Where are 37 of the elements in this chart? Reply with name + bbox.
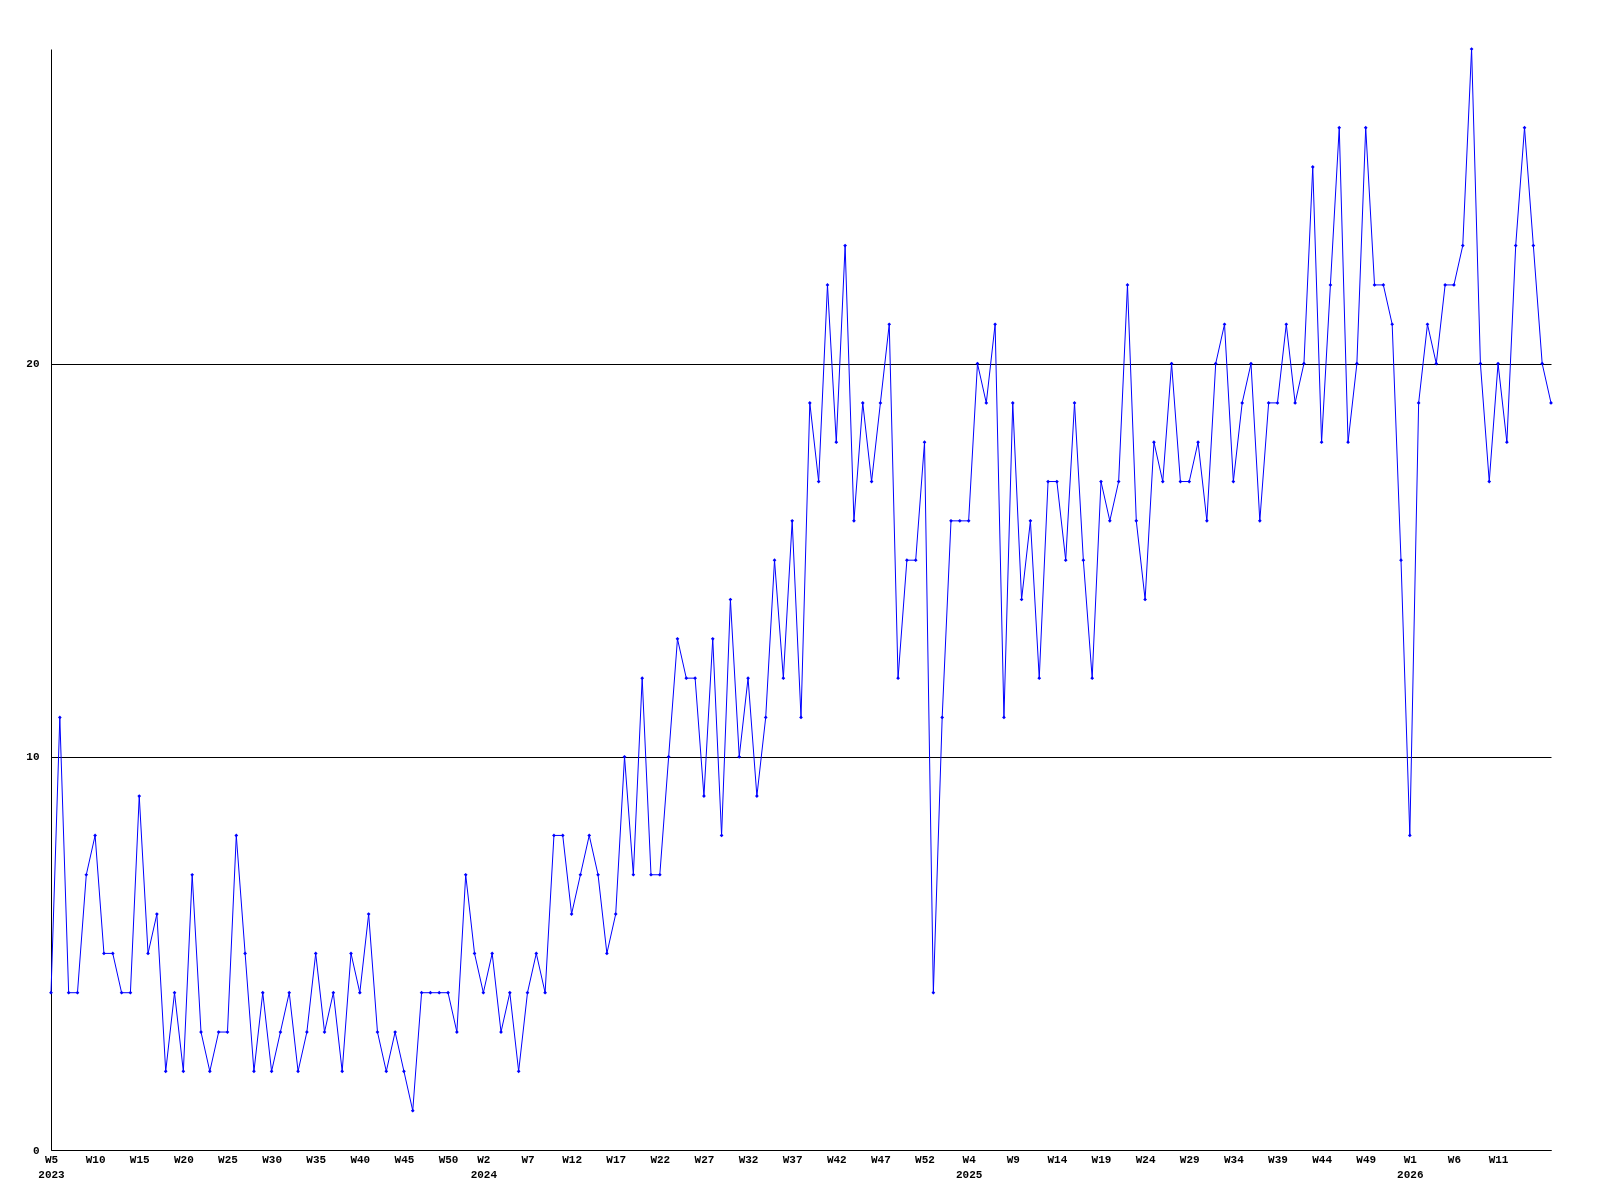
x-tick-label: W52 [915,1153,935,1166]
x-tick-label: W4 2025 [955,1153,983,1181]
y-tick-label: 0 [32,1144,40,1157]
x-tick-label: W1 2026 [1397,1153,1424,1181]
x-tick-label: W42 [826,1153,847,1166]
x-tick-label: W6 [1447,1153,1462,1166]
x-tick-label: W39 [1268,1153,1288,1166]
x-tick-label: W47 [871,1153,891,1166]
x-tick-label: W15 [129,1153,151,1166]
x-tick-label: W37 [782,1153,803,1166]
x-tick-label: W2 2024 [470,1153,498,1181]
x-tick-label: W17 [606,1153,627,1166]
x-tick-label: W9 [1006,1153,1020,1166]
x-tick-label: W32 [738,1153,759,1166]
x-tick-label: W30 [262,1153,282,1166]
y-tick-label: 20 [26,358,40,371]
x-tick-label: W11 [1488,1153,1509,1166]
x-tick-label: W24 [1135,1153,1156,1166]
x-tick-label: W12 [562,1153,582,1166]
x-tick-label: W27 [694,1153,715,1166]
x-tick-label: W20 [173,1153,194,1166]
x-tick-label: W45 [394,1153,415,1166]
x-tick-label: W22 [650,1153,671,1166]
x-tick-label: W44 [1312,1153,1333,1166]
x-tick-label: W40 [350,1153,371,1166]
x-tick-label: W5 2023 [38,1153,66,1181]
x-tick-label: W34 [1223,1153,1245,1166]
x-tick-label: W50 [438,1153,459,1166]
x-tick-label: W35 [306,1153,327,1166]
x-tick-label: W19 [1091,1153,1112,1166]
x-tick-label: W49 [1356,1153,1377,1166]
x-tick-label: W14 [1047,1153,1068,1166]
x-tick-label: W25 [218,1153,239,1166]
x-tick-label: W7 [521,1153,535,1166]
x-tick-label: W10 [85,1153,106,1166]
y-tick-label: 10 [26,751,40,764]
x-tick-label: W29 [1179,1153,1200,1166]
